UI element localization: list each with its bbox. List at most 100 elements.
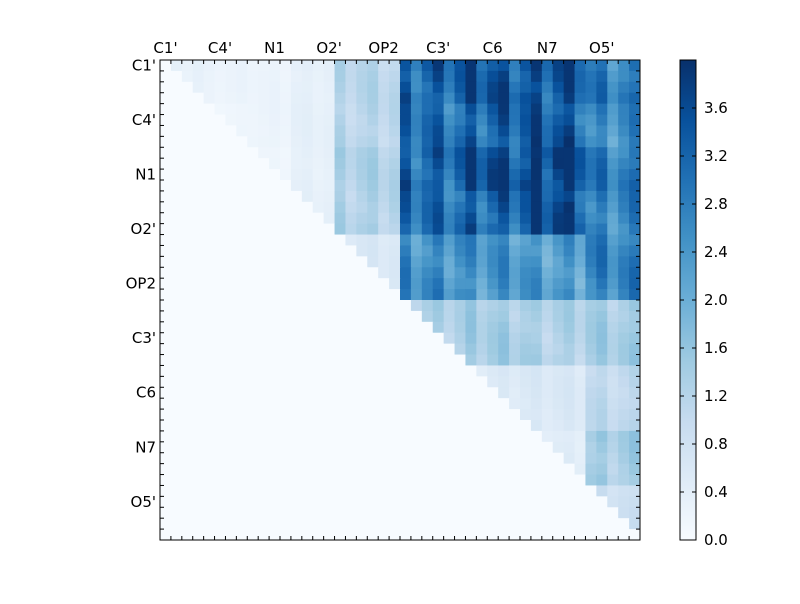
heatmap-cell — [236, 245, 248, 257]
heatmap-cell — [367, 430, 379, 443]
heatmap-cell — [367, 354, 379, 366]
heatmap-cell — [563, 529, 576, 541]
heatmap-cell — [345, 529, 357, 541]
heatmap-cell — [530, 354, 543, 366]
heatmap-cell — [520, 223, 532, 236]
heatmap-cell — [345, 507, 357, 519]
heatmap-cell — [280, 60, 292, 72]
heatmap-cell — [498, 136, 510, 148]
heatmap-cell — [389, 103, 401, 116]
heatmap-cell — [290, 60, 303, 72]
heatmap-cell — [356, 398, 368, 410]
heatmap-cell — [345, 387, 357, 399]
heatmap-cell — [225, 180, 237, 192]
heatmap-cell — [618, 343, 630, 356]
heatmap-cell — [290, 507, 303, 519]
heatmap-cell — [607, 190, 619, 203]
heatmap-cell — [247, 201, 259, 214]
heatmap-cell — [367, 190, 379, 203]
heatmap-cell — [443, 398, 456, 410]
heatmap-cell — [585, 409, 597, 421]
heatmap-cell — [607, 365, 619, 377]
heatmap-cell — [530, 158, 543, 170]
heatmap-cell — [323, 420, 336, 432]
heatmap-cell — [378, 212, 390, 225]
heatmap-cell — [607, 92, 619, 105]
heatmap-cell — [520, 114, 532, 126]
heatmap-cell — [170, 452, 183, 465]
heatmap-cell — [498, 300, 510, 312]
colorbar-tick-label: 2.4 — [704, 243, 728, 261]
heatmap-cell — [432, 103, 445, 116]
heatmap-cell — [498, 125, 510, 137]
heatmap-cell — [323, 518, 336, 530]
heatmap-cell — [498, 343, 510, 356]
heatmap-cell — [203, 485, 216, 497]
heatmap-cell — [280, 343, 292, 356]
heatmap-cell — [607, 398, 619, 410]
heatmap-cell — [247, 158, 259, 170]
heatmap-cell — [301, 125, 314, 137]
heatmap-cell — [541, 114, 554, 126]
heatmap-cell — [454, 420, 466, 432]
heatmap-cell — [192, 158, 205, 170]
heatmap-cell — [400, 147, 412, 159]
heatmap-cell — [323, 136, 336, 148]
heatmap-cell — [214, 387, 226, 399]
heatmap-cell — [280, 136, 292, 148]
heatmap-cell — [421, 180, 434, 192]
heatmap-cell — [509, 60, 521, 72]
heatmap-cell — [520, 70, 532, 83]
heatmap-cell — [618, 452, 630, 465]
heatmap-cell — [181, 158, 194, 170]
heatmap-cell — [334, 136, 346, 148]
heatmap-cell — [269, 256, 281, 268]
heatmap-cell — [552, 103, 565, 116]
heatmap-cell — [367, 518, 379, 530]
heatmap-cell — [389, 201, 401, 214]
heatmap-cell — [509, 310, 521, 323]
heatmap-cell — [607, 376, 619, 388]
heatmap-cell — [389, 474, 401, 486]
heatmap-cell — [367, 496, 379, 508]
heatmap-cell — [312, 463, 325, 476]
heatmap-cell — [192, 354, 205, 366]
heatmap-cell — [596, 474, 608, 486]
heatmap-cell — [520, 212, 532, 225]
heatmap-cell — [323, 332, 336, 345]
heatmap-cell — [465, 267, 477, 279]
heatmap-cell — [487, 223, 499, 236]
heatmap-cell — [192, 245, 205, 257]
heatmap-cell — [356, 387, 368, 399]
heatmap-cell — [389, 300, 401, 312]
x-tick-label: C4' — [208, 39, 232, 57]
heatmap-cell — [552, 332, 565, 345]
heatmap-cell — [421, 60, 434, 72]
heatmap-cell — [280, 180, 292, 192]
heatmap-cell — [334, 103, 346, 116]
heatmap-cell — [421, 518, 434, 530]
heatmap-cell — [530, 223, 543, 236]
heatmap-cell — [389, 267, 401, 279]
heatmap-cell — [596, 125, 608, 137]
heatmap-cell — [498, 70, 510, 83]
heatmap-cell — [181, 289, 194, 301]
heatmap-cell — [301, 60, 314, 72]
heatmap-cell — [258, 420, 270, 432]
heatmap-cell — [629, 300, 641, 312]
heatmap-cell — [432, 267, 445, 279]
heatmap-cell — [400, 300, 412, 312]
heatmap-cell — [258, 256, 270, 268]
heatmap-cell — [389, 289, 401, 301]
heatmap-cell — [258, 398, 270, 410]
heatmap-cell — [421, 430, 434, 443]
heatmap-cell — [323, 529, 336, 541]
heatmap-cell — [443, 430, 456, 443]
heatmap-cell — [530, 452, 543, 465]
heatmap-cell — [509, 223, 521, 236]
heatmap-cell — [476, 147, 488, 159]
heatmap-cell — [509, 180, 521, 192]
heatmap-cell — [509, 212, 521, 225]
heatmap-cell — [181, 474, 194, 486]
